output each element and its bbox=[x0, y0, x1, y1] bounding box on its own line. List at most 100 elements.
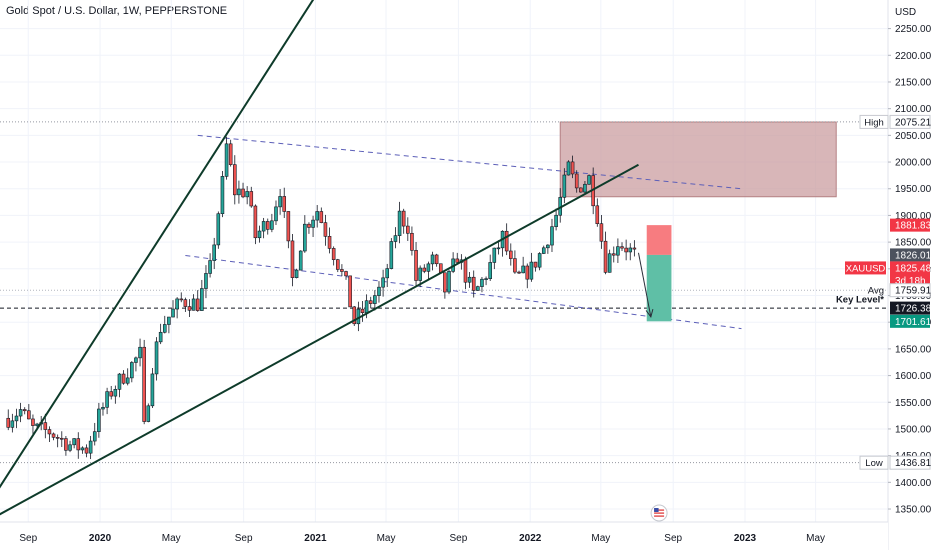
candle[interactable] bbox=[134, 356, 138, 372]
candle[interactable] bbox=[348, 275, 352, 308]
candle[interactable] bbox=[88, 435, 93, 460]
candle[interactable] bbox=[385, 263, 389, 288]
candle[interactable] bbox=[426, 261, 431, 280]
candle[interactable] bbox=[216, 211, 221, 249]
candle[interactable] bbox=[27, 404, 31, 420]
candle[interactable] bbox=[142, 339, 146, 425]
candle[interactable] bbox=[261, 217, 266, 239]
candle[interactable] bbox=[146, 403, 151, 423]
candle[interactable] bbox=[237, 180, 241, 204]
candle[interactable] bbox=[241, 182, 245, 199]
candle[interactable] bbox=[373, 290, 377, 311]
candle[interactable] bbox=[521, 256, 525, 274]
candle[interactable] bbox=[525, 263, 530, 289]
candle[interactable] bbox=[422, 264, 427, 274]
candle[interactable] bbox=[323, 214, 328, 246]
candle[interactable] bbox=[191, 294, 196, 311]
candle[interactable] bbox=[286, 211, 291, 249]
candle[interactable] bbox=[319, 207, 324, 224]
candle[interactable] bbox=[117, 372, 122, 398]
candle[interactable] bbox=[315, 205, 319, 228]
candle[interactable] bbox=[200, 279, 204, 311]
candle[interactable] bbox=[344, 270, 348, 280]
candle[interactable] bbox=[554, 208, 558, 231]
candle[interactable] bbox=[47, 426, 52, 442]
candle[interactable] bbox=[253, 204, 258, 245]
us-flag-icon[interactable] bbox=[650, 504, 668, 522]
candle[interactable] bbox=[113, 385, 118, 404]
candle[interactable] bbox=[443, 272, 447, 299]
candle[interactable] bbox=[125, 368, 130, 386]
candle[interactable] bbox=[249, 186, 254, 208]
candle[interactable] bbox=[484, 276, 488, 286]
candle[interactable] bbox=[414, 241, 418, 286]
candle[interactable] bbox=[393, 227, 398, 249]
candle[interactable] bbox=[307, 222, 311, 234]
candle[interactable] bbox=[570, 155, 575, 179]
candle[interactable] bbox=[509, 243, 513, 266]
candle[interactable] bbox=[533, 261, 538, 272]
candle[interactable] bbox=[121, 370, 126, 385]
lower-channel-line[interactable] bbox=[185, 254, 742, 330]
candle[interactable] bbox=[480, 277, 484, 293]
candle[interactable] bbox=[10, 413, 15, 433]
upper-channel-line[interactable] bbox=[197, 134, 742, 190]
candle[interactable] bbox=[167, 316, 171, 334]
candle[interactable] bbox=[550, 218, 554, 253]
candle[interactable] bbox=[22, 407, 27, 415]
candle[interactable] bbox=[451, 252, 455, 274]
candle[interactable] bbox=[158, 323, 163, 345]
candle[interactable] bbox=[224, 136, 229, 180]
candle[interactable] bbox=[76, 432, 81, 459]
candle[interactable] bbox=[303, 215, 307, 253]
candle[interactable] bbox=[389, 238, 394, 270]
candle[interactable] bbox=[537, 252, 542, 271]
candle[interactable] bbox=[620, 242, 624, 251]
candle[interactable] bbox=[632, 240, 637, 257]
steep-support-trendline[interactable] bbox=[0, 0, 470, 525]
supply-zone[interactable] bbox=[559, 121, 837, 198]
candle[interactable] bbox=[72, 438, 76, 449]
candle[interactable] bbox=[171, 300, 175, 318]
candle[interactable] bbox=[282, 187, 287, 218]
candle[interactable] bbox=[92, 422, 97, 446]
candle[interactable] bbox=[212, 237, 216, 270]
candle[interactable] bbox=[616, 238, 620, 263]
candle[interactable] bbox=[290, 233, 295, 287]
time-axis[interactable] bbox=[0, 522, 888, 550]
candle[interactable] bbox=[60, 431, 64, 448]
candle[interactable] bbox=[80, 446, 85, 454]
candle[interactable] bbox=[529, 252, 534, 282]
candle[interactable] bbox=[245, 186, 249, 205]
candle[interactable] bbox=[162, 315, 167, 334]
candle[interactable] bbox=[455, 252, 460, 263]
candle[interactable] bbox=[406, 217, 410, 241]
candle[interactable] bbox=[220, 171, 225, 218]
candle[interactable] bbox=[611, 246, 616, 263]
candle[interactable] bbox=[154, 337, 159, 381]
candle[interactable] bbox=[228, 139, 233, 167]
candle[interactable] bbox=[607, 249, 612, 273]
candle[interactable] bbox=[583, 180, 587, 194]
candle[interactable] bbox=[579, 187, 583, 193]
candle[interactable] bbox=[130, 361, 134, 383]
candle[interactable] bbox=[340, 264, 344, 277]
candle[interactable] bbox=[278, 189, 282, 215]
forecast-arrow[interactable] bbox=[637, 252, 652, 317]
candle[interactable] bbox=[31, 414, 35, 435]
candle[interactable] bbox=[430, 251, 435, 271]
candle[interactable] bbox=[463, 256, 468, 290]
candle[interactable] bbox=[109, 385, 114, 400]
candle[interactable] bbox=[84, 444, 89, 458]
candle[interactable] bbox=[381, 269, 385, 297]
candle[interactable] bbox=[97, 402, 101, 438]
candle[interactable] bbox=[68, 440, 72, 453]
candle[interactable] bbox=[208, 253, 212, 278]
candle[interactable] bbox=[55, 434, 60, 448]
candle[interactable] bbox=[624, 239, 628, 261]
candle[interactable] bbox=[64, 435, 68, 456]
candle[interactable] bbox=[183, 297, 188, 312]
candle[interactable] bbox=[467, 271, 472, 288]
candle[interactable] bbox=[204, 265, 208, 299]
